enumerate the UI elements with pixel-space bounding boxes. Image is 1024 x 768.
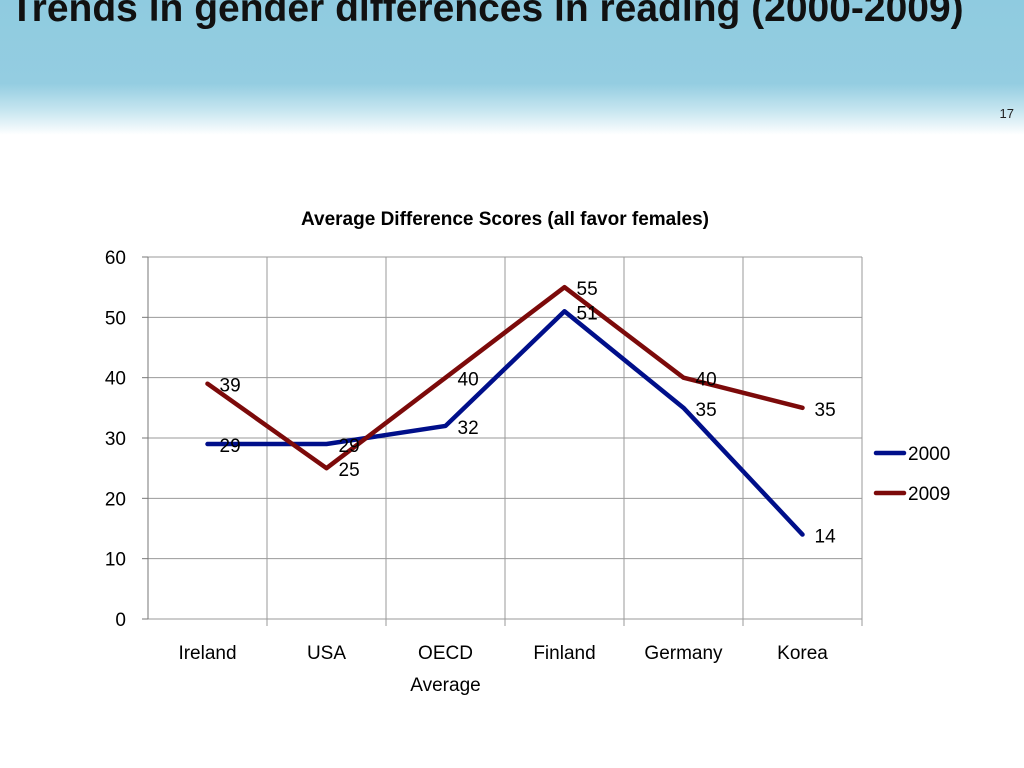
legend: 2000 2009 <box>873 444 950 505</box>
y-tick-label: 60 <box>105 248 126 269</box>
data-label-2000: 32 <box>458 418 479 439</box>
series-line-2000 <box>205 309 805 537</box>
data-point-2009 <box>682 376 685 380</box>
x-tick-label: USA <box>307 643 346 664</box>
data-point-2009 <box>206 382 209 386</box>
chart-title: Average Difference Scores (all favor fem… <box>301 209 709 230</box>
legend-label-2009: 2009 <box>908 484 950 505</box>
y-tick-label: 40 <box>105 369 126 390</box>
data-point-2009 <box>325 466 328 470</box>
y-tick-label: 20 <box>105 489 126 510</box>
data-label-2009: 40 <box>458 370 479 391</box>
data-label-2000: 14 <box>815 527 837 548</box>
data-point-2009 <box>563 285 566 289</box>
data-point-2009 <box>444 376 447 380</box>
data-point-2000 <box>682 406 685 410</box>
data-point-2000 <box>325 442 328 446</box>
x-tick-label: Korea <box>777 643 828 664</box>
data-label-2009: 25 <box>339 460 360 481</box>
data-point-2000 <box>206 442 209 446</box>
x-tick-label: Germany <box>644 643 723 664</box>
data-label-2000: 29 <box>339 436 360 457</box>
data-point-2009 <box>801 406 804 410</box>
y-tick-label: 50 <box>105 308 126 329</box>
series-line-2009 <box>205 284 805 471</box>
data-label-2000: 51 <box>577 303 598 324</box>
series-lines <box>205 284 805 537</box>
slide-header: Trends in gender differences in reading … <box>0 0 1024 135</box>
slide-number: 17 <box>999 106 1014 121</box>
x-tick-label: Ireland <box>178 643 236 664</box>
data-label-2009: 55 <box>577 279 598 300</box>
axes: 0 10 20 30 40 50 60 Ireland USA OECD Average Finlan… <box>105 248 828 696</box>
data-label-2000: 35 <box>696 400 717 421</box>
data-label-2009: 40 <box>696 370 717 391</box>
data-label-2009: 35 <box>815 400 836 421</box>
legend-label-2000: 2000 <box>908 444 950 465</box>
data-label-2000: 29 <box>220 436 241 457</box>
y-tick-label: 10 <box>105 550 126 571</box>
x-tick-label: OECD Average <box>410 643 480 696</box>
y-tick-label: 0 <box>115 610 126 631</box>
y-tick-label: 30 <box>105 429 126 450</box>
data-point-2000 <box>801 533 804 537</box>
data-point-2000 <box>444 424 447 428</box>
data-point-2000 <box>563 309 566 313</box>
data-label-2009: 39 <box>220 376 241 397</box>
gridlines <box>147 256 863 626</box>
data-labels: 29 29 32 51 35 14 39 25 40 55 40 35 <box>220 279 837 547</box>
x-tick-label: Finland <box>533 643 595 664</box>
slide-title: Trends in gender differences in reading … <box>10 0 964 30</box>
